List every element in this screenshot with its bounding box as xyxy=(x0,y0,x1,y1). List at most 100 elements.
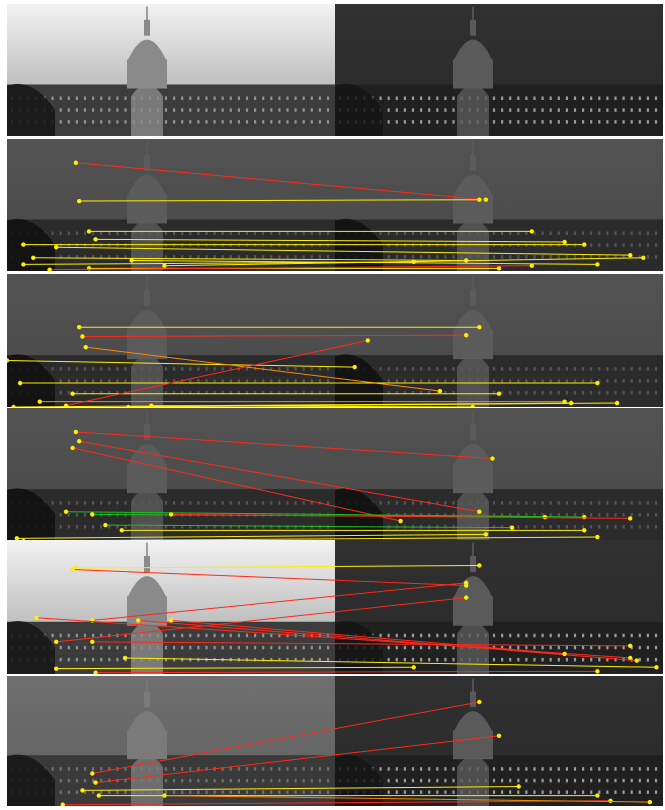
left-lantern xyxy=(144,691,150,708)
right-window xyxy=(630,120,633,124)
left-window xyxy=(181,231,184,235)
right-window xyxy=(403,108,406,112)
right-window xyxy=(387,778,390,783)
left-window xyxy=(197,108,200,112)
left-window xyxy=(108,108,111,112)
right-window xyxy=(638,367,641,371)
left-window xyxy=(59,657,62,662)
right-window xyxy=(614,513,617,517)
right-window xyxy=(549,367,552,371)
left-window xyxy=(270,778,273,783)
right-window xyxy=(436,767,439,771)
right-window xyxy=(420,231,423,235)
left-window xyxy=(116,391,119,395)
right-window xyxy=(557,657,560,662)
right-window xyxy=(582,255,585,259)
left-window xyxy=(318,231,321,235)
left-window xyxy=(173,108,176,112)
right-window xyxy=(420,501,423,505)
right-window xyxy=(525,255,528,259)
left-window xyxy=(205,778,208,783)
left-window xyxy=(229,96,232,100)
right-window xyxy=(403,120,406,124)
right-window xyxy=(533,525,536,529)
dim-overlay xyxy=(7,139,663,271)
keypoint-right xyxy=(365,338,370,343)
left-window xyxy=(181,778,184,783)
right-window xyxy=(549,513,552,517)
left-window xyxy=(51,501,54,505)
left-window xyxy=(326,255,330,259)
keypoint-right xyxy=(470,404,475,407)
left-window xyxy=(116,231,119,235)
right-window xyxy=(573,367,577,371)
right-window xyxy=(403,633,406,638)
keypoint-right xyxy=(477,699,482,705)
left-window xyxy=(310,120,313,124)
right-window xyxy=(403,379,406,383)
keypoint-left xyxy=(122,655,128,661)
right-window xyxy=(654,513,658,517)
left-window xyxy=(318,391,321,395)
keypoint-right xyxy=(490,456,495,461)
left-window xyxy=(205,379,208,383)
left-window xyxy=(221,633,224,638)
left-window xyxy=(278,367,281,371)
left-dome-drum xyxy=(127,463,167,494)
left-window xyxy=(100,767,103,771)
right-window xyxy=(501,96,504,100)
left-window xyxy=(302,391,305,395)
left-window xyxy=(286,657,289,662)
right-window xyxy=(428,231,431,235)
right-window xyxy=(387,379,390,383)
left-window xyxy=(245,120,249,124)
left-window xyxy=(75,108,78,112)
left-roofline xyxy=(7,219,335,225)
left-window xyxy=(83,391,87,395)
right-window xyxy=(646,645,649,650)
right-arch xyxy=(457,219,489,271)
left-window xyxy=(318,255,321,259)
left-window xyxy=(318,645,321,650)
right-window xyxy=(509,790,512,794)
left-arch xyxy=(131,84,163,136)
right-window xyxy=(654,255,658,259)
keypoint-right xyxy=(529,263,534,268)
right-window xyxy=(517,645,520,650)
left-window xyxy=(92,367,95,371)
left-window xyxy=(205,391,208,395)
keypoint-left xyxy=(90,639,95,645)
right-window xyxy=(598,778,601,783)
keypoint-right xyxy=(398,518,403,524)
left-window xyxy=(302,231,305,235)
right-arch xyxy=(457,489,489,541)
left-window xyxy=(294,391,297,395)
left-window xyxy=(173,96,176,100)
match-line xyxy=(65,340,368,407)
match-line xyxy=(164,795,650,803)
right-trees xyxy=(335,621,383,674)
right-window xyxy=(549,379,552,383)
right-window xyxy=(395,645,398,650)
left-window xyxy=(197,767,200,771)
left-window xyxy=(237,255,240,259)
match-row-1 xyxy=(7,4,663,136)
left-window xyxy=(108,379,111,383)
right-window xyxy=(614,525,617,529)
left-window xyxy=(245,778,249,783)
right-window xyxy=(638,645,641,650)
left-window xyxy=(197,231,200,235)
right-window xyxy=(590,243,593,247)
left-window xyxy=(270,379,273,383)
keypoint-right xyxy=(477,509,482,514)
left-window xyxy=(92,525,95,529)
left-window xyxy=(100,525,103,529)
left-window xyxy=(278,767,281,771)
left-window xyxy=(164,501,168,505)
right-window xyxy=(582,96,585,100)
left-window xyxy=(278,633,281,638)
right-window xyxy=(638,790,641,794)
left-window xyxy=(278,513,281,517)
right-window xyxy=(436,778,439,783)
right-window xyxy=(395,120,398,124)
